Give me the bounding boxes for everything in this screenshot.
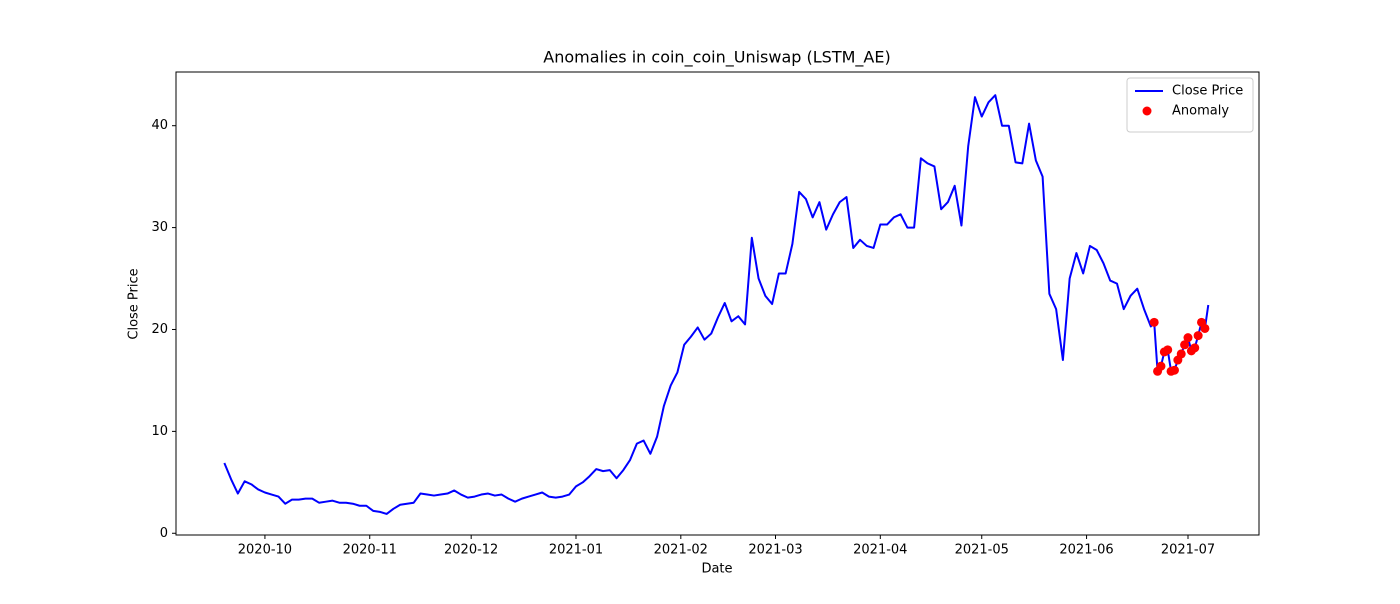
y-tick-label: 20 [151,322,168,337]
legend-label: Anomaly [1172,104,1229,119]
y-tick-label: 40 [151,118,168,133]
x-tick-label: 2020-10 [238,543,292,558]
x-tick-label: 2020-11 [343,543,397,558]
y-tick-label: 0 [160,526,168,541]
plot-frame [175,71,1260,536]
x-tick-label: 2021-06 [1059,543,1113,558]
anomaly-point [1176,349,1186,359]
anomaly-point [1180,340,1190,350]
legend-label: Close Price [1172,84,1243,99]
x-tick-label: 2021-03 [748,543,802,558]
legend-marker [1142,106,1152,116]
anomaly-point [1149,317,1159,327]
anomaly-point [1190,343,1200,353]
x-axis-label: Date [701,562,732,577]
x-tick-label: 2021-02 [654,543,708,558]
anomaly-point [1169,365,1179,375]
x-tick-label: 2021-05 [955,543,1009,558]
chart-title: Anomalies in coin_coin_Uniswap (LSTM_AE) [543,48,890,68]
x-tick-label: 2021-07 [1161,543,1215,558]
x-tick-label: 2021-04 [853,543,907,558]
anomaly-point [1183,333,1193,343]
anomaly-point [1193,331,1203,341]
y-tick-label: 30 [151,220,168,235]
x-tick-label: 2020-12 [444,543,498,558]
anomaly-point [1200,323,1210,333]
price-line [223,94,1210,515]
anomaly-point [1163,345,1173,355]
y-axis-label: Close Price [127,268,142,339]
x-tick-label: 2021-01 [549,543,603,558]
anomaly-point [1156,361,1166,371]
y-tick-label: 10 [151,424,168,439]
